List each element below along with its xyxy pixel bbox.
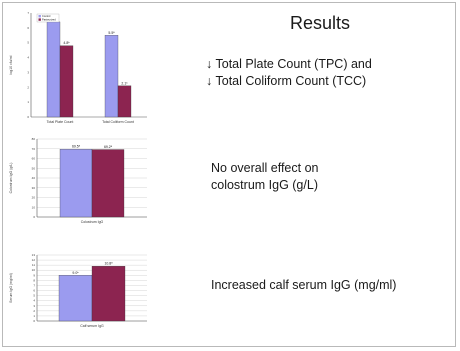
bar [58, 275, 93, 322]
y-tick-label: 5 [27, 41, 29, 45]
bar [91, 266, 126, 322]
y-tick-label: 13 [32, 253, 36, 257]
y-tick-label: 0 [33, 215, 35, 219]
y-tick-label: 9 [33, 273, 35, 277]
y-tick-label: 7 [27, 11, 29, 15]
y-tick-label: 1 [27, 100, 29, 104]
y-tick-label: 10 [32, 268, 36, 272]
colostrum-igg-chart-svg: 0 10 20 30 40 50 60 70 80 Colostrum IgG (g/L) 69.5… [9, 137, 147, 224]
y-tick-label: 10 [32, 205, 36, 209]
y-tick-label: 8 [33, 278, 35, 282]
data-label: 69.5ª [72, 145, 81, 149]
y-tick-label: 6 [27, 26, 29, 30]
data-label: 2.1ᵇ [121, 81, 128, 85]
bar [104, 35, 119, 118]
finding-line: Increased calf serum IgG (mg/ml) [211, 278, 397, 292]
y-tick-label: 40 [32, 176, 36, 180]
data-label: 4.8ᵇ [63, 41, 70, 45]
legend-box [36, 13, 60, 23]
finding-bacteria: ↓ Total Plate Count (TPC) and ↓ Total Co… [206, 56, 372, 90]
y-tick-label: 50 [32, 166, 36, 170]
y-tick-label: 3 [27, 70, 29, 74]
x-tick-label: Total Coliform Count [102, 120, 134, 124]
finding-serum: Increased calf serum IgG (mg/ml) [211, 277, 396, 294]
x-tick-label: Colostrum IgG [81, 220, 104, 224]
y-tick-label: 0 [27, 115, 29, 119]
y-tick-label: 4 [33, 299, 35, 303]
slide-title: Results [289, 13, 351, 33]
y-tick-label: 30 [32, 186, 36, 190]
y-tick-label: 5 [33, 294, 35, 298]
y-axis-label: Colostrum IgG (g/L) [9, 163, 13, 194]
finding-line: No overall effect on [211, 161, 319, 175]
y-tick-label: 0 [33, 319, 35, 323]
y-tick-label: 4 [27, 56, 29, 60]
legend-label: Control [42, 14, 51, 18]
data-label: 5.5ª [108, 31, 115, 35]
y-axis-label: Serum IgG (mg/ml) [9, 273, 13, 303]
finding-colostrum: No overall effect on colostrum IgG (g/L) [211, 160, 318, 194]
y-tick-label: 11 [32, 263, 35, 267]
y-tick-label: 60 [32, 157, 36, 161]
y-tick-label: 6 [33, 289, 35, 293]
y-tick-label: 20 [32, 196, 36, 200]
y-tick-label: 2 [33, 309, 35, 313]
data-label: 9.0ᵇ [72, 271, 79, 275]
data-label: 10.8ª [104, 262, 113, 266]
y-tick-label: 7 [33, 283, 35, 287]
bar [117, 85, 132, 118]
bar [59, 45, 74, 118]
legend-label: Pasteurized [42, 18, 56, 22]
y-tick-label: 12 [32, 258, 36, 262]
bar [46, 21, 61, 118]
x-tick-label: Calf serum IgG [80, 324, 104, 328]
y-tick-label: 2 [27, 85, 29, 89]
data-label: 69.2ª [104, 145, 113, 149]
y-tick-label: 70 [32, 147, 36, 151]
y-tick-label: 80 [32, 137, 36, 141]
finding-line: ↓ Total Coliform Count (TCC) [206, 74, 367, 88]
finding-line: ↓ Total Plate Count (TPC) and [206, 57, 372, 71]
serum-igg-chart: 0 1 2 3 4 5 6 7 8 9 10 11 12 13 Serum IgG (mg/ml) 9.0ᵇ 1… [3, 247, 153, 341]
y-tick-label: 3 [33, 304, 35, 308]
colostrum-igg-chart: 0 10 20 30 40 50 60 70 80 Colostrum IgG (g/L) 69.5… [3, 131, 153, 237]
x-tick-label: Total Plate Count [47, 120, 74, 124]
finding-line: colostrum IgG (g/L) [211, 178, 318, 192]
y-tick-label: 1 [33, 314, 35, 318]
legend-swatch [38, 15, 41, 18]
bar [59, 149, 93, 218]
y-axis-label: log10 cfu/ml [9, 55, 13, 74]
legend-swatch [38, 18, 41, 21]
bar [91, 149, 125, 218]
